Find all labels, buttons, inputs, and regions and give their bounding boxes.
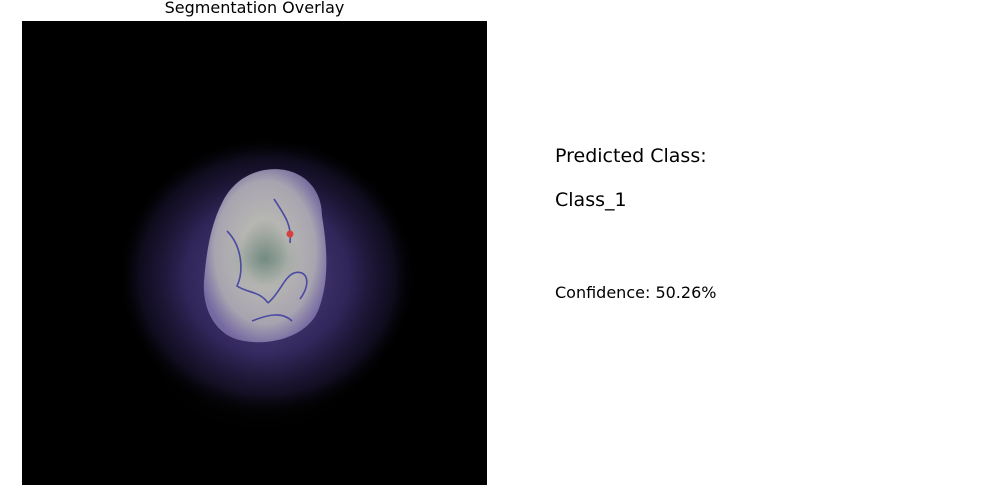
segmentation-overlay-image [22,21,487,485]
marker-dot [286,230,294,238]
vessel-lines [226,198,308,322]
confidence-text: Confidence: 50.26% [555,283,717,302]
segmentation-overlay-graphic [22,21,487,485]
overlay-title: Segmentation Overlay [164,0,345,17]
lesion-center [227,229,303,289]
predicted-class-heading: Predicted Class: [555,145,707,167]
predicted-class-value: Class_1 [555,189,627,211]
